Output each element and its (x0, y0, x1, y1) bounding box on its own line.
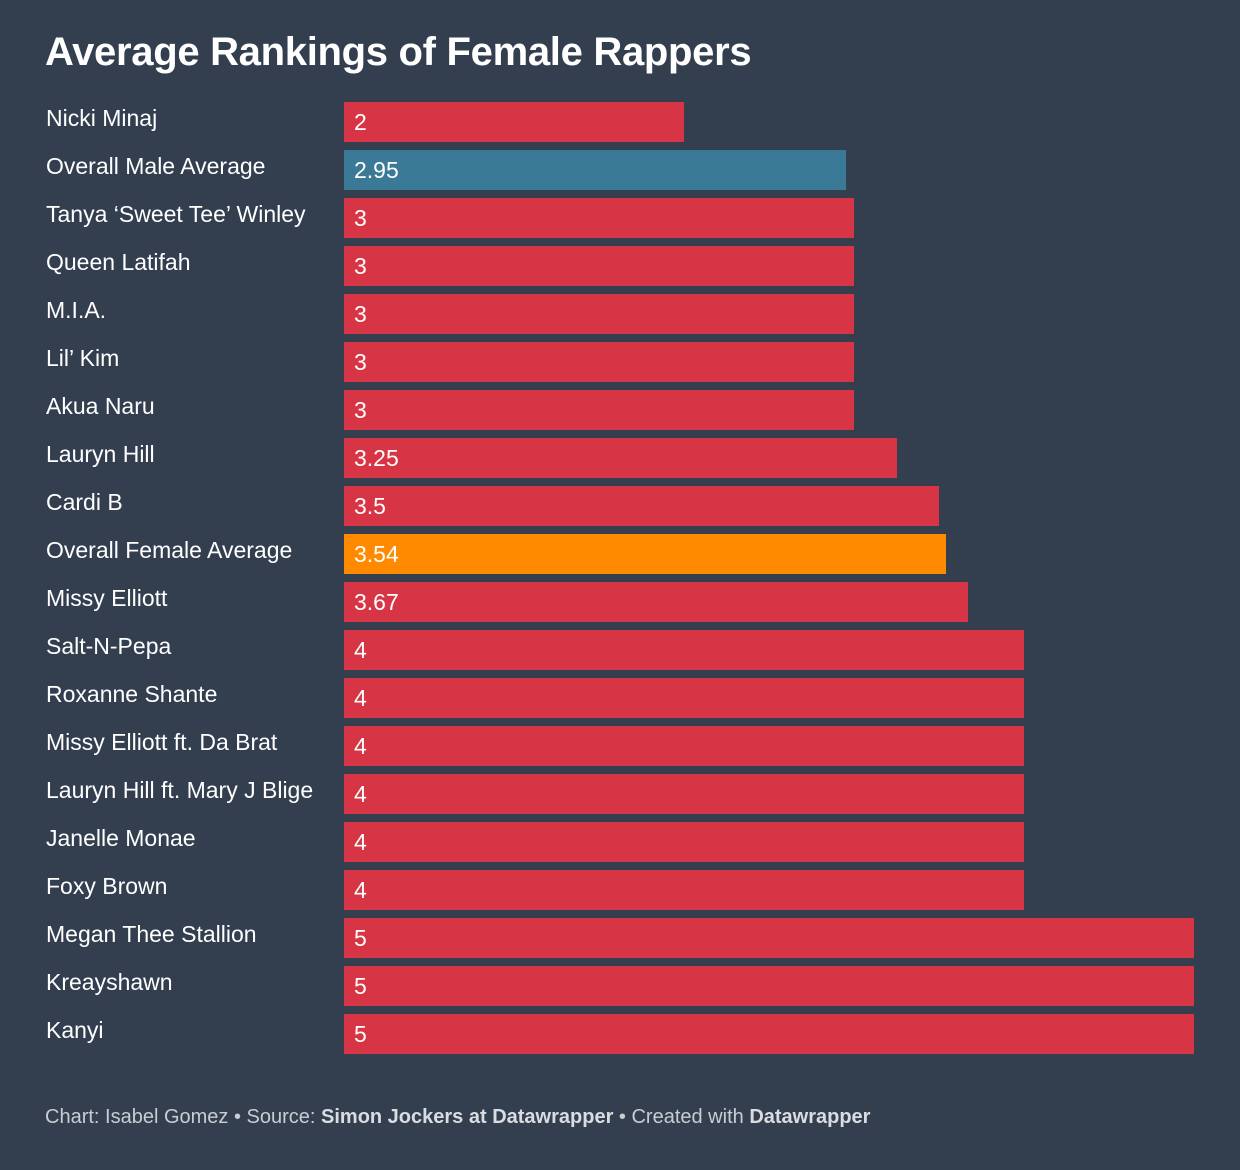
bar-value-label: 4 (354, 829, 367, 855)
bar-value-label: 3.5 (354, 493, 386, 519)
chart-footer: Chart: Isabel Gomez • Source: Simon Jock… (45, 1106, 870, 1129)
bar-value-label: 4 (354, 637, 367, 663)
category-label: Cardi B (46, 489, 123, 515)
chart-row: Overall Female Average 3.54 (0, 530, 1240, 574)
chart-row: Salt-N-Pepa 4 (0, 626, 1240, 670)
bar[interactable]: 3.54 (344, 534, 946, 574)
category-label: Lauryn Hill (46, 441, 155, 467)
chart-row: Megan Thee Stallion 5 (0, 914, 1240, 958)
category-label: Overall Male Average (46, 153, 266, 179)
chart-row: Queen Latifah 3 (0, 242, 1240, 286)
chart-row: M.I.A. 3 (0, 290, 1240, 334)
bar[interactable]: 3 (344, 342, 854, 382)
chart-row: Nicki Minaj 2 (0, 98, 1240, 142)
chart-row: Lauryn Hill 3.25 (0, 434, 1240, 478)
bar-value-label: 3.25 (354, 445, 399, 471)
category-label: Lauryn Hill ft. Mary J Blige (46, 777, 314, 803)
category-label: M.I.A. (46, 297, 107, 323)
bar[interactable]: 2.95 (344, 150, 846, 190)
bar[interactable]: 3 (344, 390, 854, 430)
chart-title: Average Rankings of Female Rappers (45, 30, 752, 74)
chart-row: Cardi B 3.5 (0, 482, 1240, 526)
chart-row: Tanya ‘Sweet Tee’ Winley 3 (0, 194, 1240, 238)
bar[interactable]: 3 (344, 294, 854, 334)
category-label: Overall Female Average (46, 537, 293, 563)
bar-value-label: 2.95 (354, 157, 399, 183)
chart-row: Janelle Monae 4 (0, 818, 1240, 862)
footer-source-link[interactable]: Simon Jockers at Datawrapper (321, 1106, 614, 1128)
chart-row: Akua Naru 3 (0, 386, 1240, 430)
category-label: Salt-N-Pepa (46, 633, 172, 659)
category-label: Lil’ Kim (46, 345, 120, 371)
chart-row: Kanyi 5 (0, 1010, 1240, 1054)
chart-row: Missy Elliott 3.67 (0, 578, 1240, 622)
chart-row: Roxanne Shante 4 (0, 674, 1240, 718)
bar-value-label: 2 (354, 109, 367, 135)
category-label: Missy Elliott (46, 585, 168, 611)
bar-value-label: 5 (354, 973, 367, 999)
category-label: Queen Latifah (46, 249, 191, 275)
bar-value-label: 3 (354, 397, 367, 423)
bar-value-label: 4 (354, 781, 367, 807)
chart-row: Lil’ Kim 3 (0, 338, 1240, 382)
bar[interactable]: 4 (344, 870, 1024, 910)
bar-value-label: 3 (354, 349, 367, 375)
category-label: Janelle Monae (46, 825, 196, 851)
category-label: Foxy Brown (46, 873, 168, 899)
bar[interactable]: 4 (344, 774, 1024, 814)
bar-value-label: 3 (354, 301, 367, 327)
category-label: Akua Naru (46, 393, 155, 419)
bar-value-label: 3 (354, 253, 367, 279)
chart-row: Overall Male Average 2.95 (0, 146, 1240, 190)
footer-created-prefix: • Created with (613, 1106, 750, 1128)
bar[interactable]: 4 (344, 678, 1024, 718)
bar[interactable]: 4 (344, 726, 1024, 766)
category-label: Kreayshawn (46, 969, 173, 995)
bar-value-label: 4 (354, 877, 367, 903)
footer-datawrapper-link[interactable]: Datawrapper (749, 1106, 871, 1128)
bar[interactable]: 2 (344, 102, 684, 142)
bar-value-label: 5 (354, 1021, 367, 1047)
bar[interactable]: 5 (344, 918, 1194, 958)
chart-row: Kreayshawn 5 (0, 962, 1240, 1006)
bar[interactable]: 4 (344, 630, 1024, 670)
bar[interactable]: 3 (344, 198, 854, 238)
bar-value-label: 4 (354, 733, 367, 759)
chart-row: Foxy Brown 4 (0, 866, 1240, 910)
bar[interactable]: 5 (344, 966, 1194, 1006)
category-label: Roxanne Shante (46, 681, 218, 707)
chart-row: Lauryn Hill ft. Mary J Blige 4 (0, 770, 1240, 814)
bar[interactable]: 5 (344, 1014, 1194, 1054)
bar[interactable]: 3.25 (344, 438, 897, 478)
bar-value-label: 5 (354, 925, 367, 951)
bar-value-label: 3.54 (354, 541, 399, 567)
bar[interactable]: 3 (344, 246, 854, 286)
chart-row: Missy Elliott ft. Da Brat 4 (0, 722, 1240, 766)
category-label: Nicki Minaj (46, 105, 158, 131)
bar-value-label: 3.67 (354, 589, 399, 615)
category-label: Tanya ‘Sweet Tee’ Winley (46, 201, 306, 227)
bar-value-label: 3 (354, 205, 367, 231)
bar[interactable]: 3.5 (344, 486, 939, 526)
bar-value-label: 4 (354, 685, 367, 711)
category-label: Kanyi (46, 1017, 104, 1043)
category-label: Megan Thee Stallion (46, 921, 257, 947)
footer-credit: Chart: Isabel Gomez • Source: (45, 1106, 322, 1128)
category-label: Missy Elliott ft. Da Brat (46, 729, 278, 755)
bar[interactable]: 3.67 (344, 582, 968, 622)
bar[interactable]: 4 (344, 822, 1024, 862)
